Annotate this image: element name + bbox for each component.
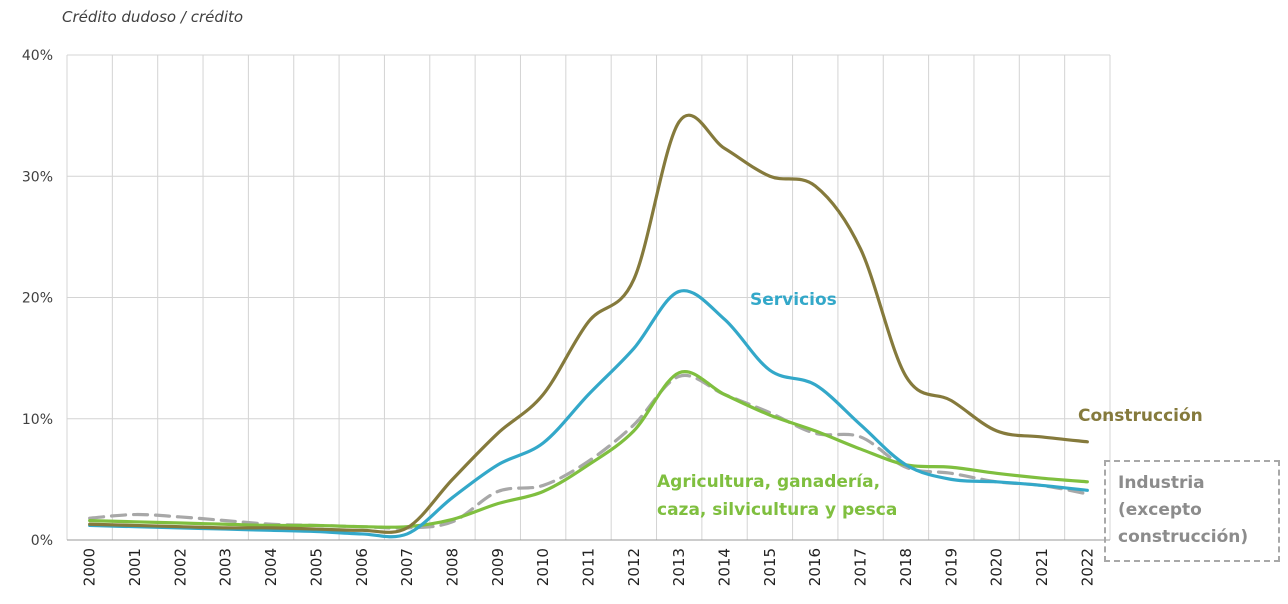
y-tick-label: 40% [22,48,53,64]
y-tick-label: 10% [22,412,53,428]
series-labels: Servicios Construcción Agricultura, ganade… [657,290,1203,520]
x-tick-label: 2011 [580,548,598,586]
series-label-industria: Industria (excepto construcción) [1118,470,1248,551]
x-tick-label: 2016 [806,548,824,586]
x-tick-label: 2013 [670,548,688,586]
industria-label-box [1104,460,1280,562]
x-axis-ticks: 2000 2001 2002 2003 2004 2005 2006 2007 2008 2009… [81,548,1097,586]
series-lines [88,113,1089,539]
series-line [88,370,1089,529]
series-label: caza, silvicultura y pesca [657,500,897,520]
x-tick-label: 2004 [262,548,280,586]
x-tick-label: 2002 [171,548,189,586]
y-tick-label: 0% [31,533,53,549]
x-tick-label: 2009 [489,548,507,586]
y-axis-ticks: 0% 10% 20% 30% 40% [22,48,53,549]
x-tick-label: 2018 [897,548,915,586]
y-tick-label: 30% [22,169,53,185]
y-axis-label: Crédito dudoso / crédito [62,8,244,26]
x-tick-label: 2014 [716,548,734,586]
x-tick-label: 2008 [443,548,461,586]
series-line [88,113,1089,534]
x-tick-label: 2006 [353,548,371,586]
x-tick-label: 2019 [942,548,960,586]
x-tick-label: 2015 [761,548,779,586]
x-tick-label: 2012 [625,548,643,586]
x-tick-label: 2010 [534,548,552,586]
x-tick-label: 2017 [852,548,870,586]
y-tick-label: 20% [22,291,53,307]
series-line [88,289,1089,539]
series-label: Construcción [1078,406,1203,426]
x-tick-label: 2021 [1033,548,1051,586]
x-tick-label: 2007 [398,548,416,586]
series-label-line: (excepto [1118,500,1202,520]
x-tick-label: 2022 [1078,548,1096,586]
series-label: Agricultura, ganadería, [657,472,880,492]
x-tick-label: 2003 [217,548,235,586]
x-tick-label: 2000 [81,548,99,586]
series-line [88,373,1089,530]
series-label-line: Industria [1118,473,1205,493]
x-tick-label: 2020 [988,548,1006,586]
x-tick-label: 2001 [126,548,144,586]
grid [66,54,1111,541]
series-label: Servicios [750,290,837,310]
series-label-line: construcción) [1118,527,1249,547]
x-tick-label: 2005 [307,548,325,586]
